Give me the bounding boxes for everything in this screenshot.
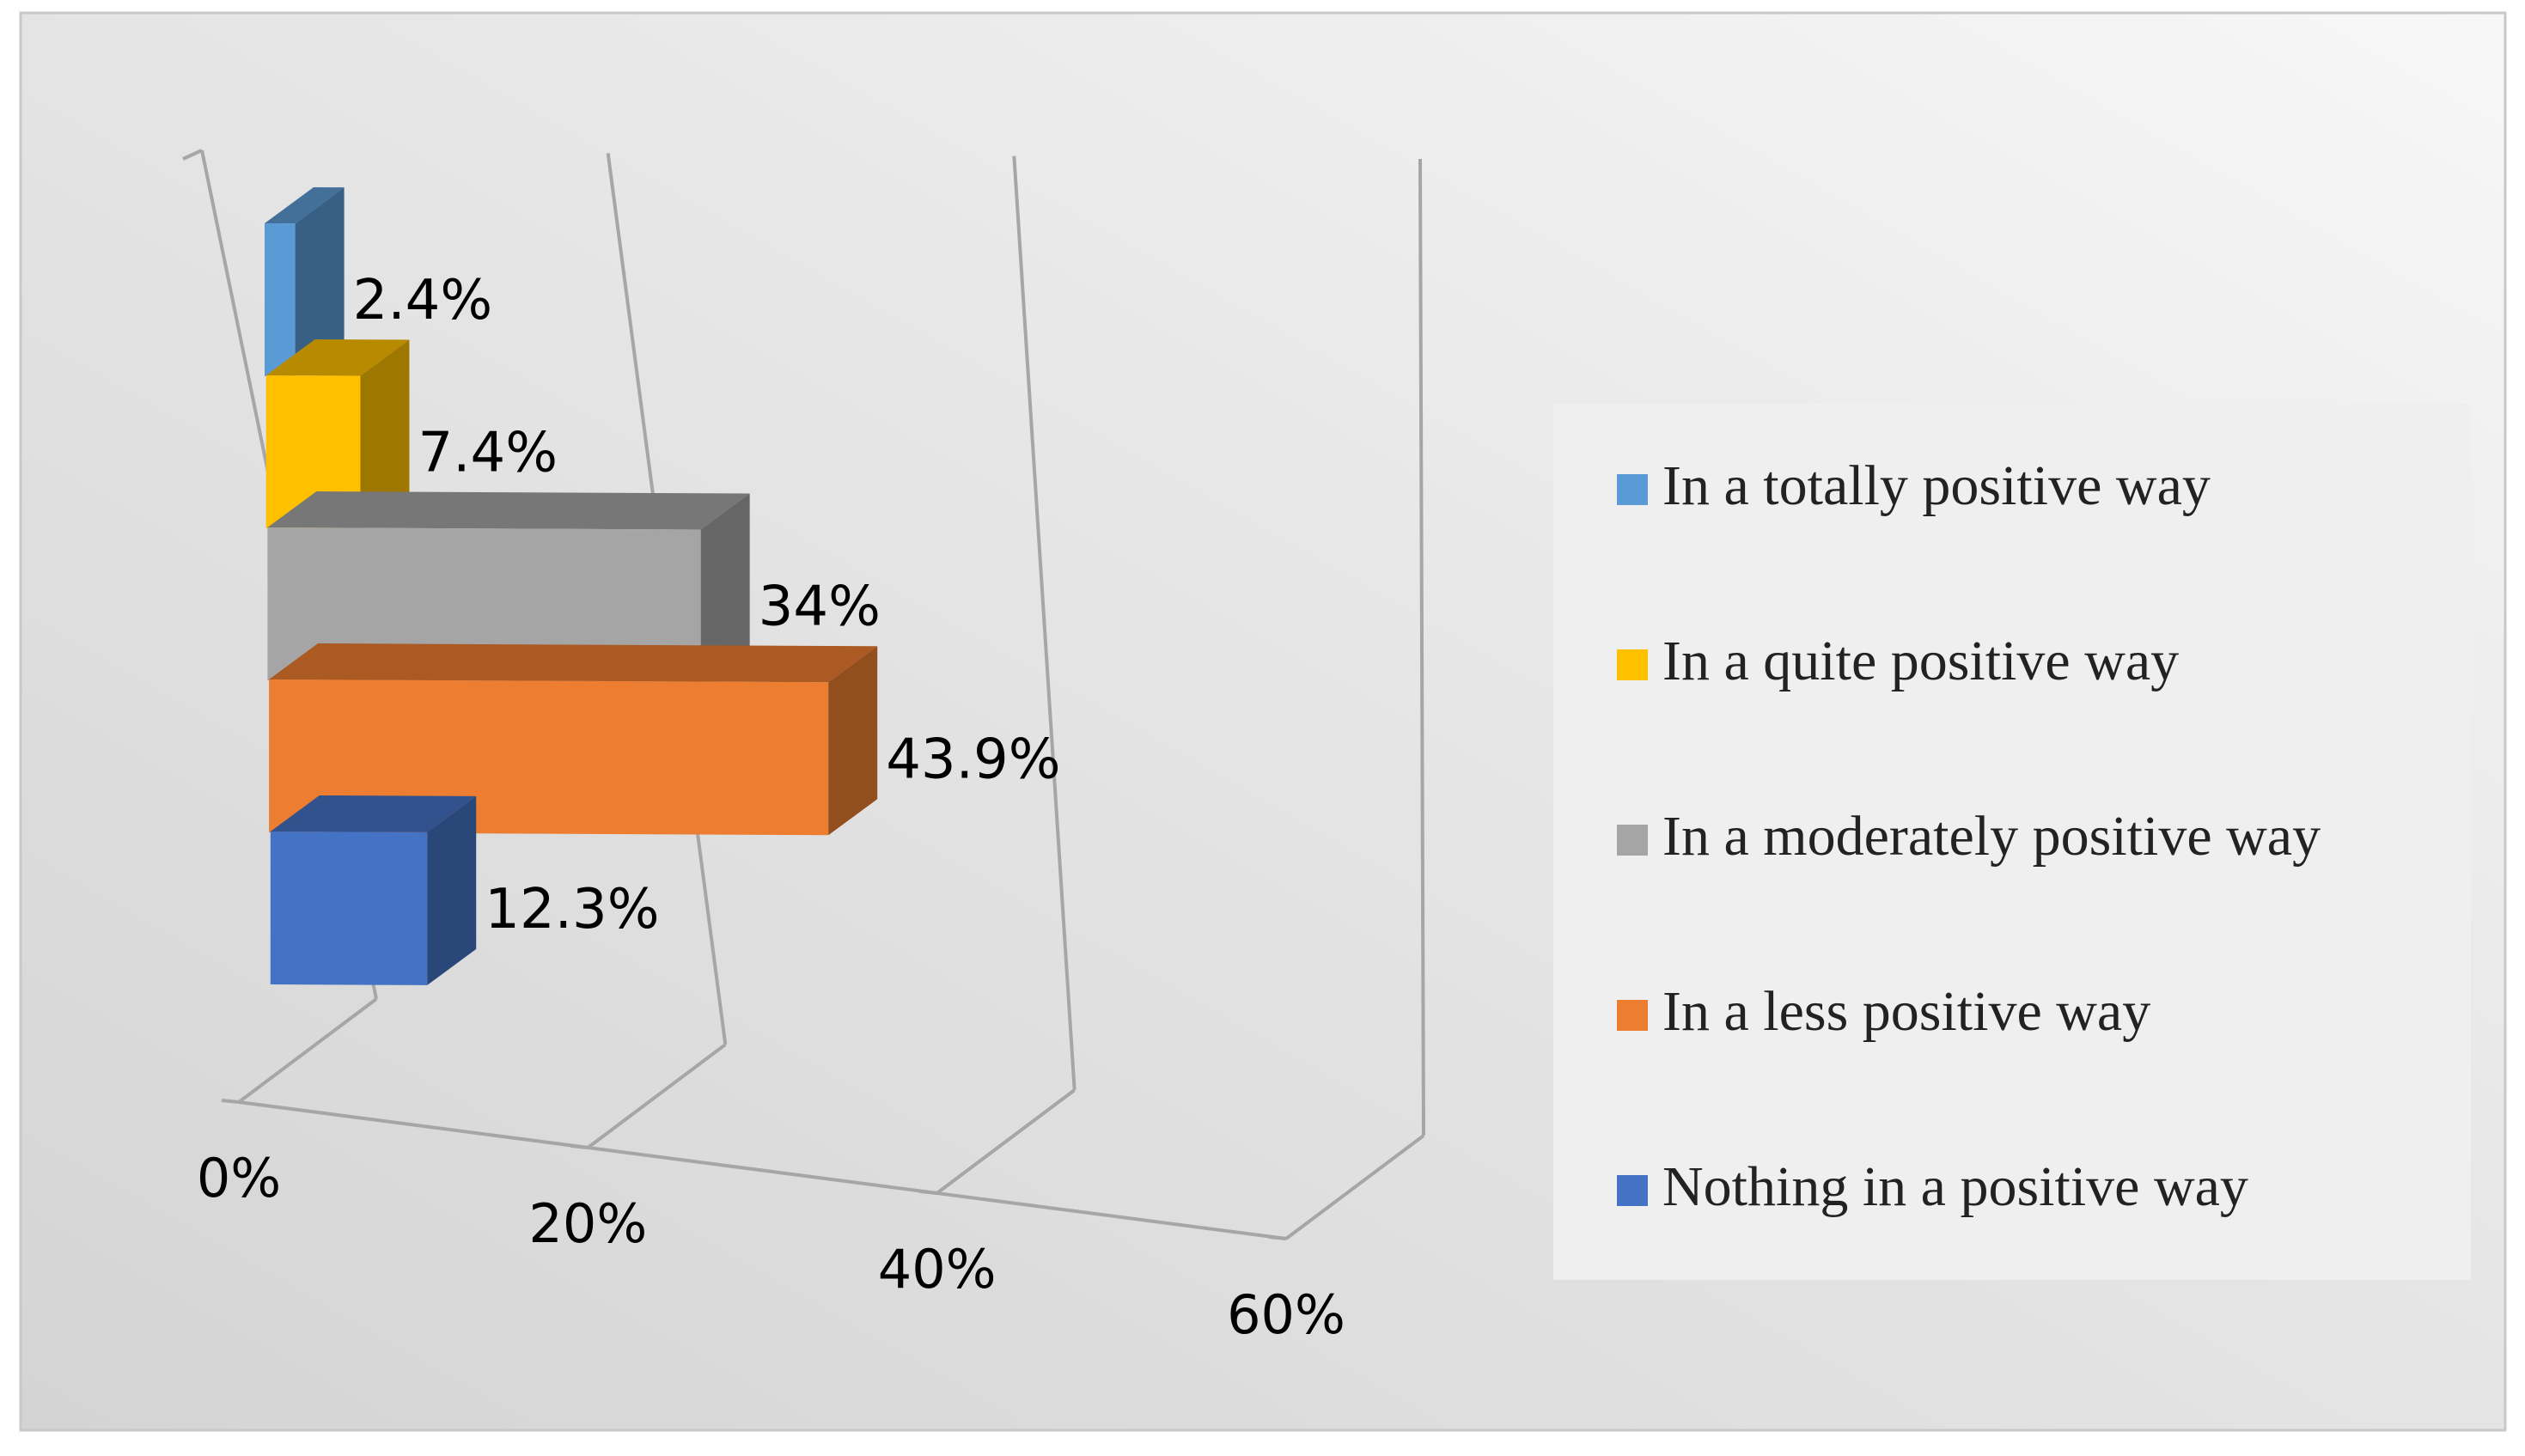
bar-5 bbox=[270, 795, 477, 985]
bar-top-face bbox=[270, 795, 477, 832]
data-label: 34% bbox=[759, 576, 881, 639]
bar-top-face bbox=[269, 643, 878, 683]
legend-label: In a quite positive way bbox=[1662, 630, 2179, 692]
bar-side-face bbox=[427, 795, 477, 985]
bar-side-face bbox=[295, 187, 345, 377]
legend-swatch bbox=[1617, 1175, 1648, 1206]
data-label: 12.3% bbox=[485, 878, 659, 941]
legend-item: Nothing in a positive way bbox=[1617, 1155, 2248, 1218]
bar-1 bbox=[265, 187, 345, 377]
vertical-gridline bbox=[1012, 155, 1076, 1091]
x-axis-line bbox=[238, 1100, 1287, 1240]
legend-swatch bbox=[1617, 1000, 1648, 1031]
bar-front-face bbox=[265, 223, 296, 377]
legend-label: Nothing in a positive way bbox=[1662, 1155, 2248, 1218]
legend-swatch bbox=[1617, 649, 1648, 680]
wall-top-cap bbox=[182, 149, 203, 161]
floor-gridline bbox=[237, 997, 378, 1104]
legend-item: In a totally positive way bbox=[1617, 454, 2211, 517]
floor-gridline bbox=[587, 1043, 727, 1149]
legend-item: In a less positive way bbox=[1617, 980, 2150, 1043]
bar-top-face bbox=[265, 187, 345, 224]
vertical-gridline bbox=[1418, 158, 1425, 1136]
bar-front-face bbox=[265, 375, 361, 529]
bar-top-face bbox=[267, 491, 750, 530]
x-tick-mark bbox=[221, 1099, 240, 1104]
bar-side-face bbox=[828, 646, 878, 836]
data-label: 2.4% bbox=[353, 269, 493, 332]
legend-label: In a moderately positive way bbox=[1662, 805, 2321, 868]
legend-box bbox=[1553, 404, 2471, 1280]
floor-gridline bbox=[1284, 1134, 1425, 1240]
floor-gridline bbox=[936, 1088, 1076, 1195]
legend-swatch bbox=[1617, 825, 1648, 856]
x-tick-label: 60% bbox=[1227, 1283, 1345, 1346]
data-label: 43.9% bbox=[886, 728, 1060, 791]
bar-side-face bbox=[700, 493, 750, 683]
bar-top-face bbox=[265, 339, 410, 376]
legend-item: In a quite positive way bbox=[1617, 630, 2179, 692]
x-tick-label: 40% bbox=[878, 1238, 997, 1301]
x-tick-label: 20% bbox=[528, 1192, 647, 1255]
bar-front-face bbox=[270, 832, 428, 985]
bar-side-face bbox=[360, 339, 410, 529]
data-label: 7.4% bbox=[418, 422, 558, 485]
legend-item: In a moderately positive way bbox=[1617, 805, 2321, 868]
bar-2 bbox=[265, 339, 410, 529]
legend-label: In a less positive way bbox=[1662, 980, 2150, 1043]
legend-label: In a totally positive way bbox=[1662, 454, 2211, 517]
legend-swatch bbox=[1617, 474, 1648, 505]
x-tick-label: 0% bbox=[197, 1147, 281, 1209]
